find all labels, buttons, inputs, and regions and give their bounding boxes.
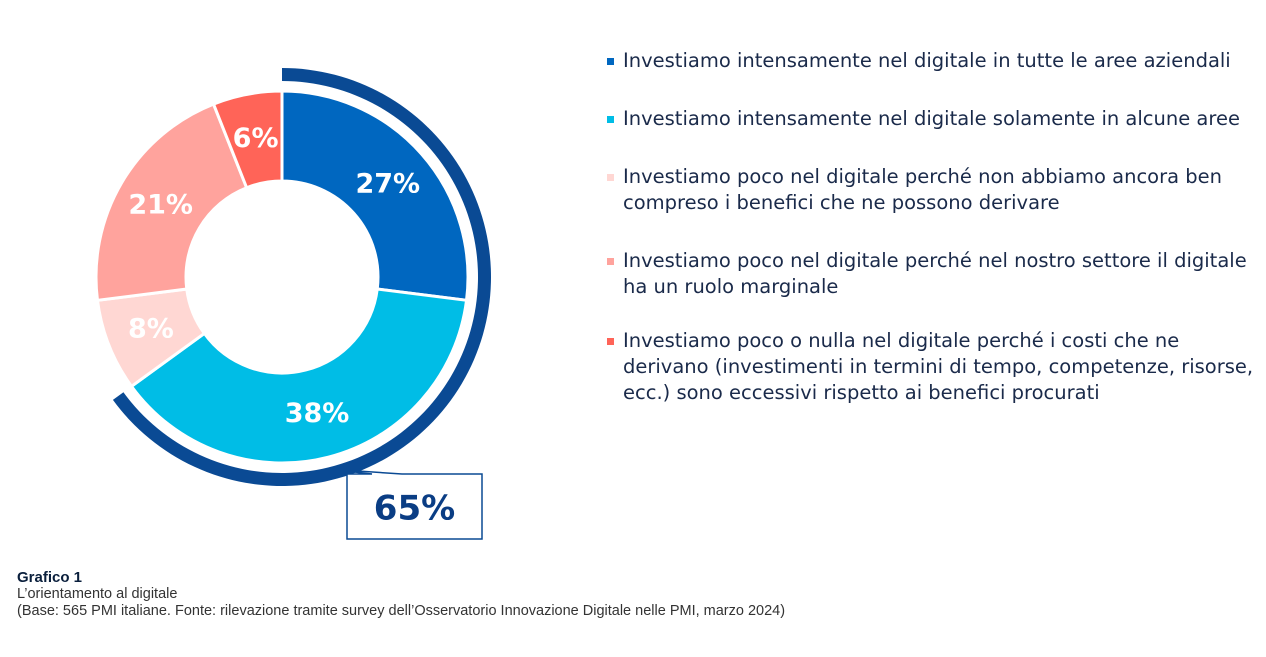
slice-labels: 27% 38% 8% 21% 6% xyxy=(128,123,420,429)
donut-chart: 27% 38% 8% 21% 6% 65% xyxy=(94,68,491,540)
legend-item-4: Investiamo poco nel digitale perché nel … xyxy=(607,248,1257,300)
highlight-callout: 65% xyxy=(329,468,483,540)
legend-marker xyxy=(607,338,614,345)
legend-item-2: Investiamo intensamente nel digitale sol… xyxy=(607,106,1257,132)
slice-label-1: 27% xyxy=(355,168,420,199)
highlight-callout-label: 65% xyxy=(374,489,455,529)
legend-label: Investiamo poco nel digitale perché non … xyxy=(623,165,1223,214)
highlight-callout-box xyxy=(329,468,483,540)
slice-2 xyxy=(129,287,469,465)
slice-label-5: 6% xyxy=(233,123,279,154)
legend-item-1: Investiamo intensamente nel digitale in … xyxy=(607,48,1257,74)
slice-4 xyxy=(94,102,249,302)
donut-slices xyxy=(94,89,470,465)
legend-item-5: Investiamo poco o nulla nel digitale per… xyxy=(607,328,1257,406)
legend-marker xyxy=(607,58,614,65)
slice-1 xyxy=(280,89,470,302)
legend-label: Investiamo poco o nulla nel digitale per… xyxy=(623,329,1254,404)
legend-marker xyxy=(607,116,614,123)
chart-legend: Investiamo intensamente nel digitale in … xyxy=(607,48,1257,438)
legend-label: Investiamo intensamente nel digitale sol… xyxy=(623,107,1240,130)
slice-label-2: 38% xyxy=(285,398,350,429)
legend-label: Investiamo intensamente nel digitale in … xyxy=(623,49,1231,72)
caption-label: Grafico 1 xyxy=(17,569,83,586)
slice-label-3: 8% xyxy=(128,313,174,344)
slice-label-4: 21% xyxy=(128,190,193,221)
legend-item-3: Investiamo poco nel digitale perché non … xyxy=(607,164,1257,216)
legend-label: Investiamo poco nel digitale perché nel … xyxy=(623,249,1247,298)
caption-source: (Base: 565 PMI italiane. Fonte: rilevazi… xyxy=(17,603,786,619)
figure-caption: Grafico 1 L’orientamento al digitale (Ba… xyxy=(17,569,785,620)
caption-title: L’orientamento al digitale xyxy=(17,586,178,602)
slice-5 xyxy=(211,89,284,190)
legend-marker xyxy=(607,174,614,181)
legend-marker xyxy=(607,258,614,265)
